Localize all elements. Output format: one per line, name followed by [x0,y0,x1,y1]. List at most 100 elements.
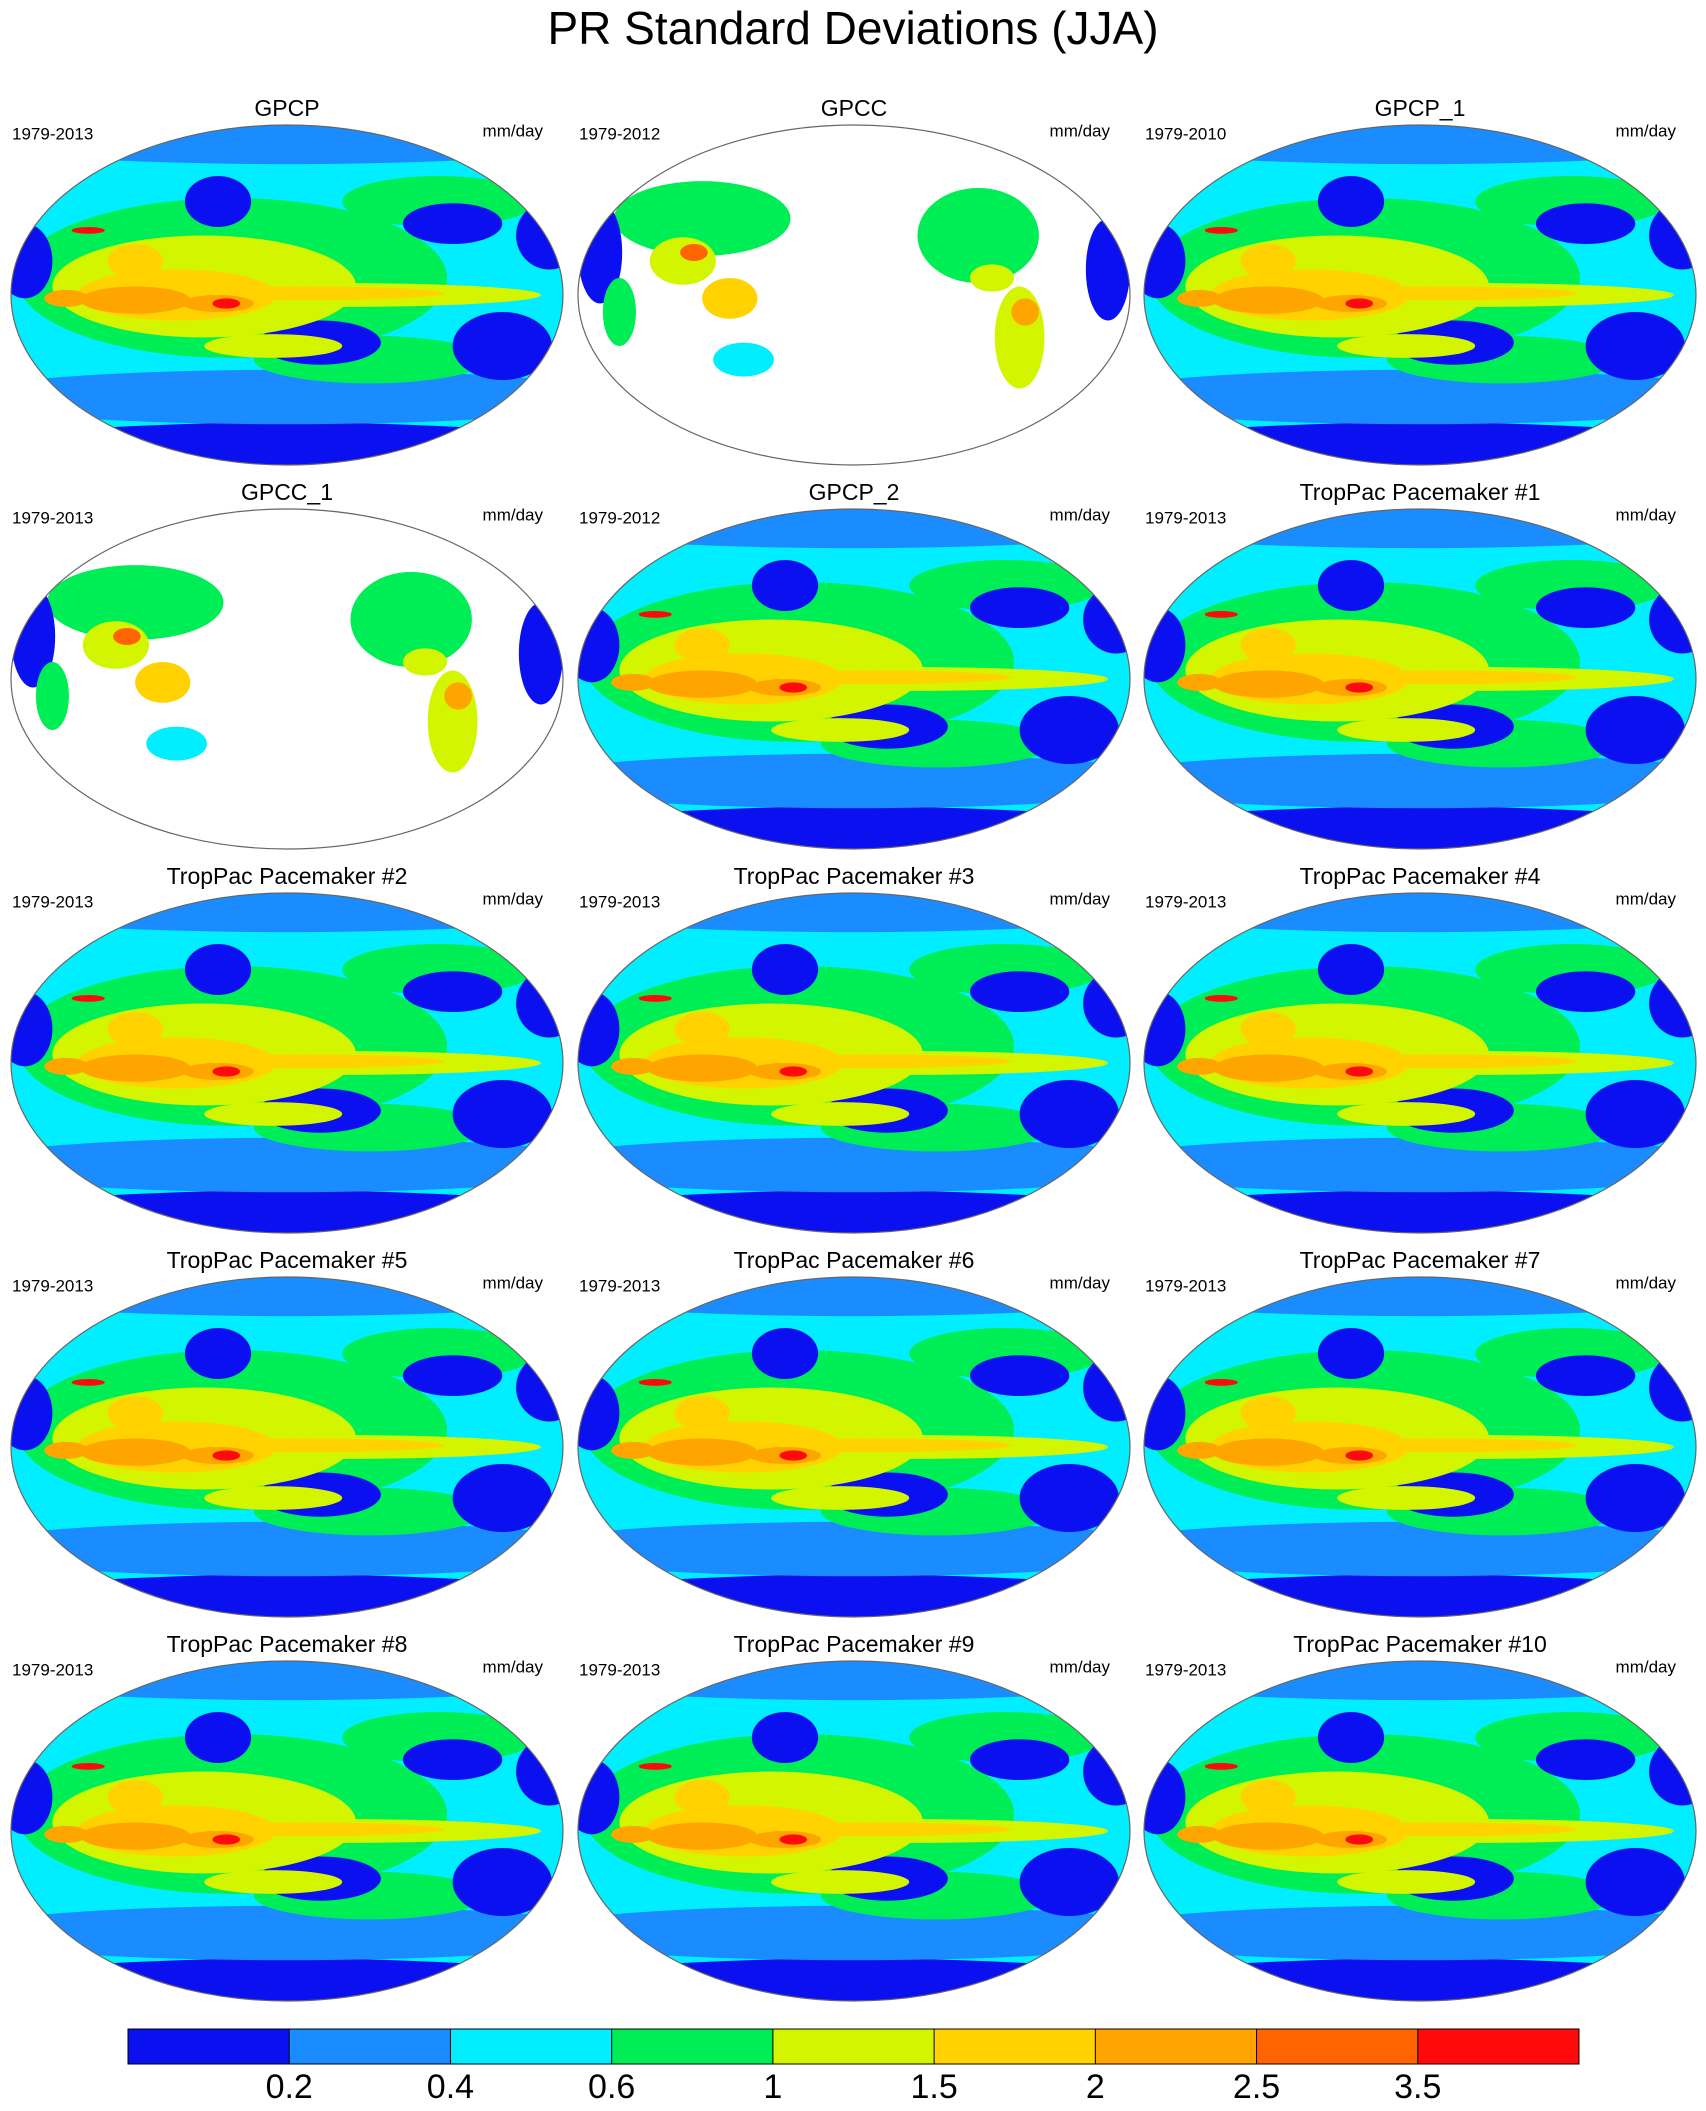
panel-title: TropPac Pacemaker #7 [1300,1247,1541,1273]
map-field [578,1661,1130,2001]
map-border [577,508,1131,850]
map-region [1011,298,1039,326]
map-region [1317,1712,1385,1763]
map-region [1204,227,1238,234]
panel-title: TropPac Pacemaker #4 [1300,863,1541,889]
map-region [184,1712,252,1763]
panel-units: mm/day [483,1273,544,1292]
map-field [11,125,563,465]
map-background [11,509,563,849]
map-panel: GPCP 1979-2013 mm/day [10,95,564,466]
map-region [1535,1739,1636,1780]
map-region [204,1870,343,1894]
map-region [1535,587,1636,628]
map-field [578,125,1130,465]
map-region [1144,1375,1186,1451]
map-field [1144,1277,1696,1617]
map-region [452,1080,552,1148]
map-panel: GPCP_2 1979-2012 mm/day [577,479,1131,850]
map-region [1240,1780,1296,1814]
map-region [771,1870,910,1894]
map-region [452,312,552,380]
map-border [577,1276,1131,1618]
map-region [1177,1057,1222,1075]
map-region [44,1057,89,1075]
panel-units: mm/day [1050,121,1111,140]
map-region [638,611,672,618]
map-region [1177,1441,1222,1459]
map-region [184,1328,252,1379]
colorbar-frame [127,2028,1580,2065]
panel-title: GPCP_2 [809,479,900,505]
map-region [1345,1450,1374,1461]
map-region [578,1375,620,1451]
map-region [680,244,708,261]
map-background [578,125,1130,465]
panel-title: GPCP [254,95,319,121]
map-region [1337,718,1476,742]
map-region [1144,1759,1186,1835]
map-region [1585,312,1685,380]
map-region [1204,1763,1238,1770]
map-region [611,1441,656,1459]
map-region [212,1450,241,1461]
panel-period: 1979-2013 [12,124,93,143]
map-region [638,1379,672,1386]
map-region [647,1438,758,1466]
map-region [674,1012,730,1046]
map-region [1240,1012,1296,1046]
map-region [107,1396,163,1430]
map-region [1204,995,1238,1002]
map-border [10,508,564,850]
map-region [1019,696,1119,764]
map-region [1535,1355,1636,1396]
map-region [1144,1137,1696,1193]
map-region [779,1450,808,1461]
map-region [578,1137,1130,1193]
map-region [1019,1464,1119,1532]
map-region [184,944,252,995]
map-region [1317,560,1385,611]
map-panel: TropPac Pacemaker #1 1979-2013 mm/day [1143,479,1697,850]
map-region [611,1057,656,1075]
map-region [1240,628,1296,662]
map-region [1019,1080,1119,1148]
map-region [516,1353,563,1422]
map-border [577,892,1131,1234]
map-region [969,971,1070,1012]
panel-period: 1979-2013 [1145,508,1226,527]
map-region [647,670,758,698]
map-region [11,125,563,165]
map-panel: TropPac Pacemaker #9 1979-2013 mm/day [577,1631,1131,2002]
map-region [71,1763,105,1770]
map-region [1144,223,1186,299]
panel-period: 1979-2013 [1145,1660,1226,1679]
colorbar-label: 0.6 [588,2068,635,2106]
map-region [1144,1905,1696,1961]
colorbar-label: 2.5 [1233,2068,1280,2106]
map-field [578,1277,1130,1617]
map-region [1085,218,1130,321]
panel-period: 1979-2013 [12,892,93,911]
map-region [35,662,69,730]
map-region [80,1822,191,1850]
panel-title: GPCC_1 [241,479,333,505]
map-field [11,1277,563,1617]
map-region [1213,1822,1324,1850]
map-region [1535,203,1636,245]
map-region [1317,1328,1385,1379]
map-region [1535,971,1636,1012]
colorbar-label: 3.5 [1394,2068,1441,2106]
colorbar-label: 0.4 [427,2068,474,2106]
map-panel: TropPac Pacemaker #8 1979-2013 mm/day [10,1631,564,2002]
panel-period: 1979-2013 [12,1276,93,1295]
map-region [402,971,503,1012]
map-region [638,995,672,1002]
map-region [204,1102,343,1126]
map-region [1083,585,1130,654]
map-region [1144,607,1186,683]
map-region [969,587,1070,628]
panel-title: GPCP_1 [1375,95,1466,121]
map-region [1083,1353,1130,1422]
map-region [11,1137,563,1193]
